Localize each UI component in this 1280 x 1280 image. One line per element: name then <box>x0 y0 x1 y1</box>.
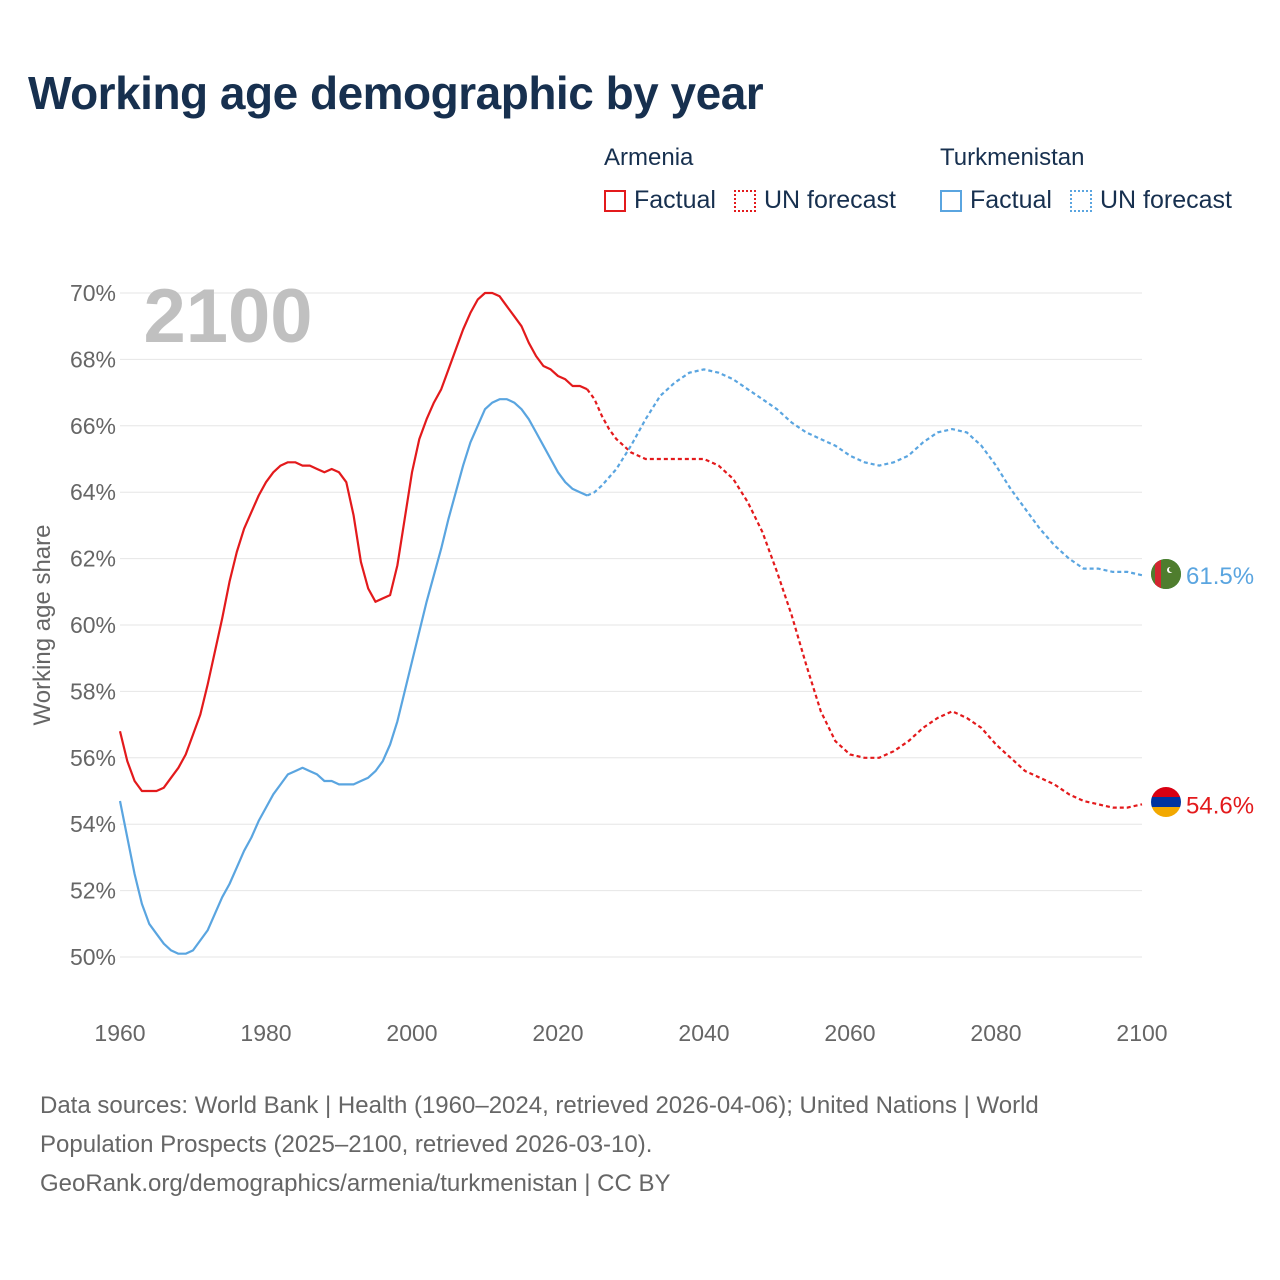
series-line-turkmenistan-factual[interactable] <box>118 398 588 955</box>
legend-swatch-solid <box>940 189 962 212</box>
y-tick-label: 58% <box>70 678 116 704</box>
y-tick-label: 62% <box>70 546 116 572</box>
series-line-armenia-factual[interactable] <box>118 291 588 793</box>
chart-title: Working age demographic by year <box>28 67 764 119</box>
y-tick-label: 64% <box>70 479 116 505</box>
x-tick-label: 2000 <box>386 1020 437 1046</box>
y-axis-ticks: 50% 52% 54% 56% 58% 60% 62% 64% 66% 68% 70% <box>70 280 116 970</box>
y-tick-label: 60% <box>70 612 116 638</box>
legend-label: Factual <box>634 186 716 214</box>
y-tick-label: 54% <box>70 811 116 837</box>
legend-item-armenia-factual[interactable]: Factual <box>604 186 716 215</box>
legend-group-name: Turkmenistan <box>940 144 1085 171</box>
legend-group-name: Armenia <box>604 144 694 171</box>
y-tick-label: 68% <box>70 346 116 372</box>
end-labels: 54.6% 61.5% <box>1186 563 1254 819</box>
x-tick-label: 2060 <box>824 1020 875 1046</box>
legend-label: Factual <box>970 186 1052 214</box>
footer-line[interactable]: GeoRank.org/demographics/armenia/turkmen… <box>40 1170 671 1197</box>
y-tick-label: 66% <box>70 413 116 439</box>
flag-armenia-icon <box>1151 787 1181 817</box>
x-tick-label: 2080 <box>970 1020 1021 1046</box>
y-tick-label: 52% <box>70 878 116 904</box>
y-axis-label: Working age share <box>29 525 56 726</box>
gridlines <box>120 292 1142 958</box>
legend-item-turkmenistan-factual[interactable]: Factual <box>940 186 1052 215</box>
x-tick-label: 1960 <box>94 1020 145 1046</box>
legend-item-armenia-forecast[interactable]: UN forecast <box>733 186 896 215</box>
legend-label: UN forecast <box>1099 186 1232 214</box>
x-tick-label: 2040 <box>678 1020 729 1046</box>
line-chart: 2100 50% 52% 54% 56% 58% 60% 62% 64% 66% 68% 70% 1… <box>29 274 1254 1046</box>
year-watermark: 2100 <box>143 274 312 359</box>
x-axis-ticks: 1960 1980 2000 2020 2040 2060 2080 2100 <box>94 1020 1167 1046</box>
legend-item-turkmenistan-forecast[interactable]: UN forecast <box>1069 186 1232 215</box>
footer-line: Data sources: World Bank | Health (1960–… <box>40 1092 1039 1119</box>
legend-swatch-dotted <box>733 189 756 212</box>
footer-line: Population Prospects (2025–2100, retriev… <box>40 1131 653 1158</box>
data-sources-footer: Data sources: World Bank | Health (1960–… <box>40 1086 1220 1203</box>
y-tick-label: 56% <box>70 745 116 771</box>
series-lines <box>118 291 1143 955</box>
flag-turkmenistan-icon <box>1151 559 1181 589</box>
legend-label: UN forecast <box>763 186 896 214</box>
end-label-turkmenistan: 61.5% <box>1186 563 1254 590</box>
legend-group-turkmenistan: Turkmenistan Factual UN forecast <box>940 144 1232 215</box>
legend-swatch-dotted <box>1069 189 1092 212</box>
series-line-turkmenistan-forecast[interactable] <box>586 368 1143 577</box>
x-tick-label: 2100 <box>1116 1020 1167 1046</box>
legend-group-armenia: Armenia Factual UN forecast <box>604 144 914 215</box>
x-tick-label: 1980 <box>240 1020 291 1046</box>
x-tick-label: 2020 <box>532 1020 583 1046</box>
legend-swatch-solid <box>604 189 626 212</box>
y-tick-label: 50% <box>70 944 116 970</box>
series-line-armenia-forecast[interactable] <box>586 388 1143 809</box>
end-label-armenia: 54.6% <box>1186 792 1254 819</box>
y-tick-label: 70% <box>70 280 116 306</box>
